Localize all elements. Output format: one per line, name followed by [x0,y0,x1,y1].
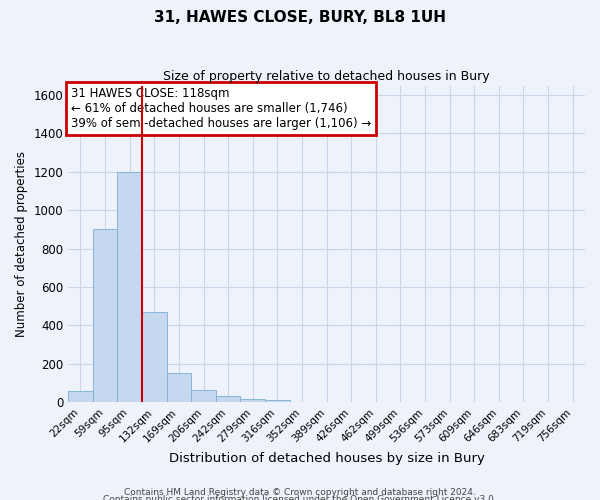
Bar [241,399,265,402]
Bar [93,230,118,402]
Text: Contains HM Land Registry data © Crown copyright and database right 2024.: Contains HM Land Registry data © Crown c… [124,488,476,497]
Bar [68,392,93,402]
Y-axis label: Number of detached properties: Number of detached properties [15,151,28,337]
X-axis label: Distribution of detached houses by size in Bury: Distribution of detached houses by size … [169,452,485,465]
Bar [265,400,290,402]
Bar [191,390,216,402]
Text: 31 HAWES CLOSE: 118sqm
← 61% of detached houses are smaller (1,746)
39% of semi-: 31 HAWES CLOSE: 118sqm ← 61% of detached… [71,87,371,130]
Bar [118,172,142,402]
Bar [142,312,167,402]
Bar [167,373,191,402]
Bar [216,396,241,402]
Title: Size of property relative to detached houses in Bury: Size of property relative to detached ho… [163,70,490,83]
Text: 31, HAWES CLOSE, BURY, BL8 1UH: 31, HAWES CLOSE, BURY, BL8 1UH [154,10,446,25]
Text: Contains public sector information licensed under the Open Government Licence v3: Contains public sector information licen… [103,496,497,500]
